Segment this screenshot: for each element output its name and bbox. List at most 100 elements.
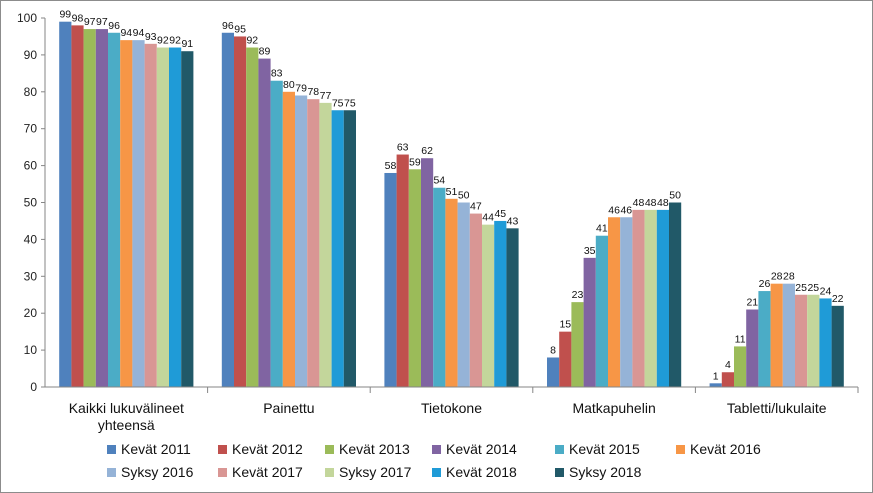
bar [620,217,633,387]
bar [234,36,247,387]
data-label: 25 [795,282,807,294]
data-label: 94 [120,27,132,39]
bar [221,32,234,387]
bar [343,110,356,387]
legend-swatch [218,468,227,477]
data-label: 51 [446,186,458,198]
bar [421,158,434,387]
bar [246,47,259,388]
y-axis: 0 10 20 30 40 50 60 70 80 90 100 [17,11,46,394]
x-category-label: Kaikki lukuvälineet [69,400,184,416]
data-label: 97 [96,16,108,28]
data-label: 62 [421,145,433,157]
data-label: 44 [482,212,494,224]
bar [746,309,759,387]
legend-label: Kevät 2013 [339,441,410,457]
bar [132,40,145,387]
bar [709,383,722,387]
data-label: 99 [59,9,71,21]
bar [506,228,519,387]
bar [71,25,84,387]
data-label: 97 [84,16,96,28]
bar [795,294,808,387]
bar [59,21,72,387]
bar [819,298,832,387]
data-label: 21 [746,297,758,309]
bar [445,198,458,387]
bar [559,331,572,387]
data-label: 79 [295,82,307,94]
bar [433,187,446,387]
data-label: 94 [133,27,145,39]
data-label: 46 [608,204,620,216]
data-label: 54 [433,175,445,187]
x-category-label: Tabletti/lukulaite [727,400,827,416]
data-label: 4 [725,359,731,371]
data-label: 24 [820,285,832,297]
legend-label: Kevät 2018 [446,464,517,480]
data-label: 58 [385,160,397,172]
data-label: 15 [559,319,571,331]
data-label: 92 [246,35,258,47]
bar [782,283,795,387]
bar [632,209,645,387]
data-label: 23 [572,289,584,301]
bar [656,209,669,387]
y-tick-label: 80 [24,85,38,99]
bar [384,172,397,387]
bar [83,29,96,387]
bar [457,202,470,387]
data-label: 75 [332,97,344,109]
bar [181,51,194,388]
bar [494,220,507,387]
data-label: 59 [409,156,421,168]
bar [270,80,283,387]
legend-label: Kevät 2011 [121,441,191,457]
legend-swatch [325,468,334,477]
data-label: 11 [735,333,746,345]
legend-label: Kevät 2014 [446,441,517,457]
bar [156,47,169,388]
legend-label: Kevät 2016 [690,441,761,457]
bar [295,95,308,388]
y-tick-label: 90 [24,48,38,62]
bar [408,169,421,387]
bar [669,202,682,387]
data-label: 28 [771,271,783,283]
bar [144,43,157,388]
data-label: 28 [783,271,795,283]
y-tick-label: 100 [17,11,37,25]
bar [734,346,747,387]
data-label: 80 [283,79,295,91]
bar [547,357,560,387]
legend-swatch [676,445,685,454]
legend-swatch [432,445,441,454]
data-label: 83 [271,68,283,80]
y-tick-label: 40 [24,232,38,246]
bar [258,58,271,388]
bar [583,257,596,387]
data-label: 35 [584,245,596,257]
y-tick-label: 10 [24,343,38,357]
data-label: 25 [807,282,819,294]
bar [95,29,108,387]
data-label: 92 [169,35,181,47]
legend-label: Kevät 2015 [569,441,640,457]
data-label: 75 [344,97,356,109]
bar [108,32,121,387]
data-label: 45 [494,208,506,220]
x-category-label: Painettu [263,400,314,416]
legend-label: Syksy 2016 [121,464,194,480]
legend-swatch [555,468,564,477]
data-label: 50 [458,190,470,202]
legend: Kevät 2011 Kevät 2012 Kevät 2013 Kevät 2014… [107,441,761,480]
data-label: 46 [620,204,632,216]
data-label: 98 [72,12,84,24]
bar [169,47,182,388]
data-label: 43 [507,215,519,227]
bar [595,235,608,387]
data-label: 8 [550,344,556,356]
